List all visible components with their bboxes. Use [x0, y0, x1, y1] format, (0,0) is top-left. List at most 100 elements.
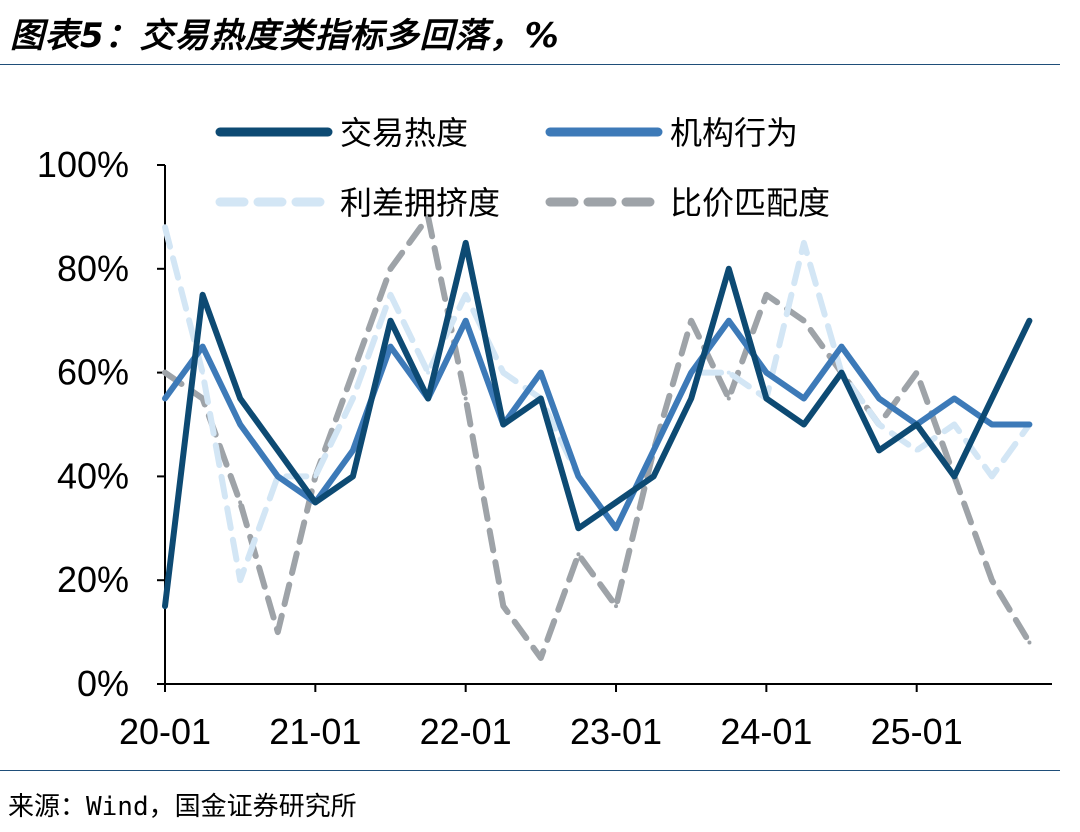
series-point-4 [576, 552, 581, 557]
series-point-2 [952, 396, 957, 401]
x-tick-label: 22-01 [420, 711, 512, 752]
series-line-2 [162, 317, 1033, 532]
series-point-4 [689, 318, 694, 323]
series-line-3 [162, 224, 1033, 584]
series-layer [162, 213, 1033, 661]
legend-label-4: 比价匹配度 [670, 184, 830, 222]
series-point-1 [313, 500, 318, 505]
series-point-3 [501, 370, 506, 375]
x-tick-label: 23-01 [570, 711, 662, 752]
series-point-1 [801, 422, 806, 427]
series-point-1 [388, 318, 393, 323]
series-point-3 [952, 422, 957, 427]
y-tick-label: 0% [77, 663, 129, 704]
series-line-1 [162, 239, 1033, 610]
series-point-2 [576, 474, 581, 479]
y-tick-label: 100% [37, 144, 129, 185]
series-point-4 [801, 318, 806, 323]
series-point-1 [689, 396, 694, 401]
chart-title: 图表5：交易热度类指标多回落，% [10, 16, 560, 56]
series-point-2 [839, 344, 844, 349]
series-point-4 [989, 578, 994, 583]
series-point-4 [350, 370, 355, 375]
axes: 0% 20% 40% 60% 80% 100% 20-01 21-01 22-01 23-01 24… [37, 144, 1052, 752]
series-point-3 [388, 292, 393, 297]
series-point-2 [651, 448, 656, 453]
series-point-1 [275, 448, 280, 453]
series-point-2 [877, 396, 882, 401]
y-tick-label: 60% [57, 352, 129, 393]
series-point-2 [726, 318, 731, 323]
series-point-3 [163, 225, 167, 230]
series-point-1 [651, 474, 656, 479]
series-point-3 [463, 292, 468, 297]
series-point-2 [275, 474, 280, 479]
series-point-1 [914, 422, 919, 427]
series-point-2 [801, 396, 806, 401]
series-point-2 [989, 422, 994, 427]
series-point-1 [952, 474, 957, 479]
series-point-1 [163, 604, 167, 609]
series-point-2 [388, 344, 393, 349]
source-note: 来源：Wind，国金证券研究所 [8, 792, 357, 822]
series-point-4 [501, 604, 506, 609]
series-point-1 [1027, 318, 1032, 323]
series-point-1 [764, 396, 769, 401]
series-point-4 [726, 396, 731, 401]
series-point-4 [614, 604, 619, 609]
series-point-3 [877, 422, 882, 427]
series-point-1 [463, 240, 468, 245]
x-tick-label: 25-01 [871, 711, 963, 752]
y-tick-label: 80% [57, 248, 129, 289]
series-point-4 [538, 656, 543, 661]
series-point-2 [163, 396, 167, 401]
x-tick-label: 20-01 [119, 711, 211, 752]
series-point-2 [614, 526, 619, 531]
series-point-1 [200, 292, 205, 297]
series-point-4 [764, 292, 769, 297]
y-tick-label: 40% [57, 455, 129, 496]
series-point-2 [689, 370, 694, 375]
series-point-3 [914, 448, 919, 453]
series-point-2 [200, 344, 205, 349]
series-point-1 [426, 396, 431, 401]
series-point-4 [275, 630, 280, 635]
series-point-4 [238, 500, 243, 505]
series-point-4 [388, 266, 393, 271]
series-point-1 [726, 266, 731, 271]
series-point-4 [463, 396, 468, 401]
series-point-3 [200, 370, 205, 375]
source-divider [0, 770, 1060, 771]
legend-label-2: 机构行为 [670, 114, 798, 152]
series-point-1 [576, 526, 581, 531]
line-chart: 0% 20% 40% 60% 80% 100% 20-01 21-01 22-01 23-01 24… [37, 114, 1052, 752]
series-point-2 [238, 422, 243, 427]
series-line-4 [162, 213, 1033, 661]
series-point-2 [350, 448, 355, 453]
series-point-3 [801, 240, 806, 245]
x-tick-label: 21-01 [269, 711, 361, 752]
series-point-3 [238, 578, 243, 583]
series-point-4 [1027, 640, 1032, 645]
series-point-4 [914, 370, 919, 375]
y-tick-label: 20% [57, 559, 129, 600]
series-point-1 [839, 370, 844, 375]
legend-label-1: 交易热度 [340, 114, 468, 152]
title-divider [0, 64, 1060, 65]
series-point-1 [538, 396, 543, 401]
series-point-1 [989, 396, 994, 401]
legend-label-3: 利差拥挤度 [340, 184, 500, 222]
series-point-3 [313, 474, 318, 479]
series-point-1 [350, 474, 355, 479]
series-point-1 [238, 396, 243, 401]
series-point-2 [1027, 422, 1032, 427]
series-point-1 [614, 500, 619, 505]
series-point-3 [426, 370, 431, 375]
series-point-2 [764, 370, 769, 375]
series-point-1 [877, 448, 882, 453]
series-point-3 [989, 474, 994, 479]
series-point-2 [538, 370, 543, 375]
series-point-4 [426, 214, 431, 219]
series-point-4 [200, 396, 205, 401]
